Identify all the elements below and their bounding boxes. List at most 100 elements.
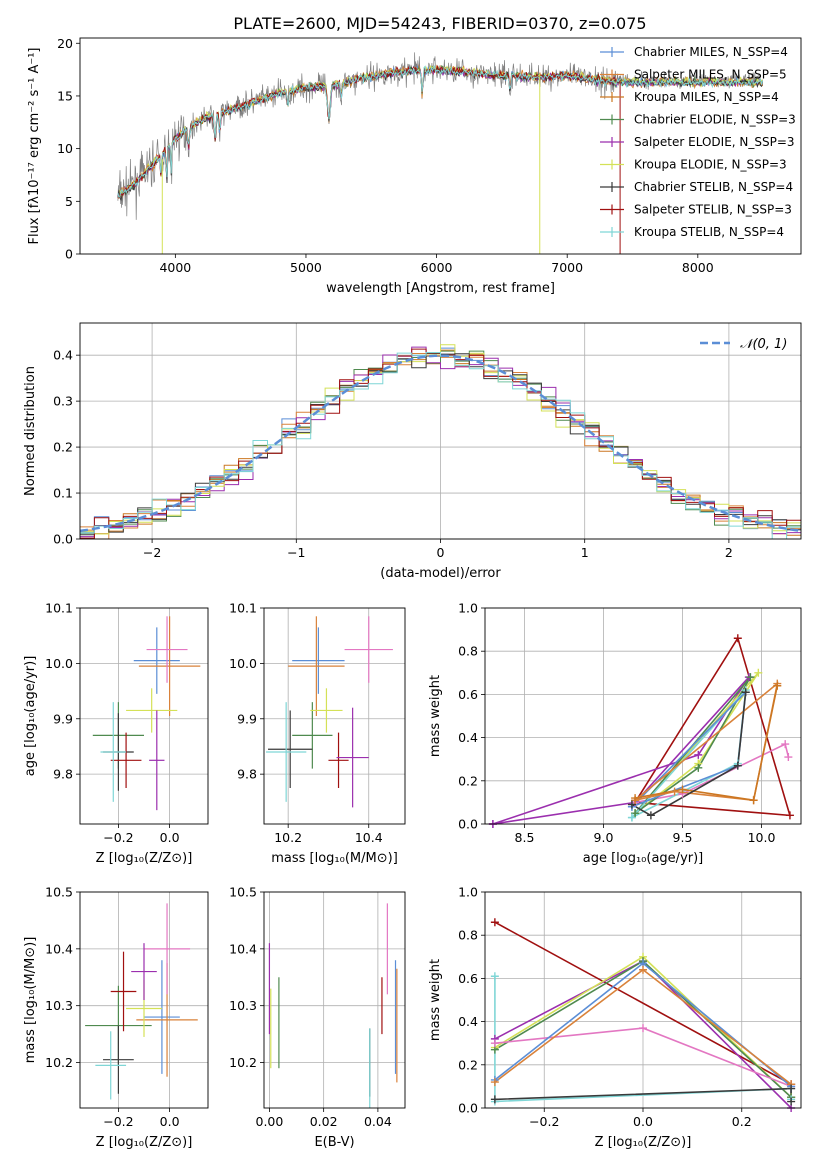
chart-panel-4: 10.2 10.4 9.8 9.9 10.0 10.1 mass [log₁₀(M/M⊙)] — [229, 601, 406, 866]
residual-histogram-9 — [80, 352, 801, 539]
x-tick-label: 6000 — [421, 260, 453, 275]
y-axis-label: mass weight — [428, 675, 443, 757]
legend-label: Kroupa MILES, N_SSP=4 — [634, 90, 779, 104]
weight-marker — [678, 785, 687, 794]
x-tick-label: 8000 — [682, 260, 714, 275]
chart-panel-6: −0.2 0.0 10.2 10.3 10.4 10.5 Z [log₁₀(Z/Z⊙)] ma… — [23, 885, 209, 1150]
x-axis-label: Z [log₁₀(Z/Z⊙)] — [96, 851, 193, 866]
weight-marker — [754, 668, 763, 677]
x-axis-label: (data-model)/error — [380, 566, 501, 581]
weight-marker — [781, 740, 790, 749]
x-tick-label: −0.2 — [103, 830, 133, 845]
weight-marker — [785, 811, 794, 820]
x-tick-label: 0 — [437, 545, 445, 560]
weight-marker — [646, 811, 655, 820]
y-tick-label: 10.4 — [229, 941, 257, 956]
model-spectrum-7 — [117, 66, 764, 201]
y-tick-label: 10.2 — [229, 1055, 257, 1070]
legend-label: Kroupa STELIB, N_SSP=4 — [634, 225, 784, 239]
y-axis-label: mass [log₁₀(M/M⊙)] — [23, 937, 38, 1064]
y-tick-label: 0.0 — [458, 1101, 478, 1116]
y-tick-label: 10.0 — [45, 656, 73, 671]
x-tick-label: 1 — [581, 545, 589, 560]
legend-label: 𝒩(0, 1) — [740, 337, 787, 352]
axes-frame — [79, 322, 802, 540]
x-tick-label: 2 — [725, 545, 733, 560]
legend-label: Chabrier ELODIE, N_SSP=3 — [634, 113, 796, 127]
y-tick-label: 5 — [65, 194, 73, 209]
figure-title: PLATE=2600, MJD=54243, FIBERID=0370, z=0… — [233, 14, 646, 33]
weight-marker — [490, 972, 499, 981]
x-axis-label: wavelength [Angstrom, rest frame] — [326, 281, 555, 296]
weight-marker — [670, 787, 679, 796]
chart-panel-7: 0.00 0.02 0.04 10.2 10.3 10.4 10.5 E(B-V) — [229, 885, 406, 1150]
y-tick-label: 0.3 — [53, 394, 73, 409]
chart-panel-2: −2 −1 0 1 2 0.0 0.1 0.2 0.3 0.4 (data-model)/error… — [23, 322, 802, 581]
x-tick-label: 10.4 — [355, 830, 383, 845]
x-tick-label: 5000 — [290, 260, 322, 275]
weight-marker — [787, 1084, 796, 1093]
x-tick-label: 0.00 — [256, 1114, 284, 1129]
legend-label: Salpeter ELODIE, N_SSP=3 — [634, 135, 795, 149]
residual-histogram-4 — [80, 350, 801, 534]
x-axis-label: mass [log₁₀(M/M⊙)] — [271, 851, 398, 866]
weight-marker — [631, 794, 640, 803]
weight-marker — [627, 813, 636, 822]
weight-marker — [694, 763, 703, 772]
model-spectrum-9 — [117, 65, 764, 199]
weight-marker — [733, 761, 742, 770]
y-tick-label: 0.0 — [53, 532, 73, 547]
plot-area — [85, 903, 198, 1100]
weight-marker — [490, 1039, 499, 1048]
weight-marker — [490, 1078, 499, 1087]
y-tick-label: 0.8 — [458, 928, 478, 943]
x-axis-label: Z [log₁₀(Z/Z⊙)] — [96, 1135, 193, 1150]
x-tick-label: 0.02 — [310, 1114, 338, 1129]
axes-frame — [79, 37, 802, 255]
x-axis-label: E(B-V) — [314, 1135, 354, 1150]
y-tick-label: 20 — [57, 36, 73, 51]
weight-marker — [631, 809, 640, 818]
y-tick-label: 10.5 — [229, 885, 257, 900]
weight-marker — [733, 634, 742, 643]
weight-line-9 — [634, 685, 779, 802]
weight-marker — [490, 1095, 499, 1104]
y-tick-label: 0.1 — [53, 486, 73, 501]
y-axis-label: Normed distribution — [23, 366, 38, 496]
y-tick-label: 0.6 — [458, 687, 478, 702]
x-tick-label: −1 — [287, 545, 305, 560]
weight-marker — [639, 1024, 647, 1033]
y-tick-label: 0.4 — [458, 1014, 478, 1029]
y-axis-label: mass weight — [428, 959, 443, 1041]
y-tick-label: 10.2 — [45, 1055, 73, 1070]
y-tick-label: 10.5 — [45, 885, 73, 900]
y-tick-label: 10 — [57, 141, 73, 156]
weight-marker — [741, 688, 750, 697]
x-tick-label: 0.2 — [732, 1114, 752, 1129]
y-tick-label: 9.8 — [237, 767, 257, 782]
y-tick-label: 9.9 — [53, 711, 73, 726]
y-tick-label: 9.8 — [53, 767, 73, 782]
x-tick-label: 9.0 — [594, 830, 614, 845]
weight-marker — [784, 753, 793, 762]
legend-label: Kroupa ELODIE, N_SSP=3 — [634, 158, 787, 172]
weight-marker — [639, 965, 647, 974]
y-tick-label: 10.3 — [229, 998, 257, 1013]
x-tick-label: −0.2 — [103, 1114, 133, 1129]
legend-label: Chabrier STELIB, N_SSP=4 — [634, 180, 793, 194]
y-tick-label: 0.2 — [458, 1057, 478, 1072]
x-tick-label: 7000 — [551, 260, 583, 275]
x-tick-label: 4000 — [159, 260, 191, 275]
legend-label: Salpeter STELIB, N_SSP=3 — [634, 203, 792, 217]
x-tick-label: 0.0 — [160, 830, 180, 845]
axes-frame — [484, 607, 802, 825]
y-tick-label: 0.4 — [458, 730, 478, 745]
residual-histogram-5 — [80, 346, 801, 538]
x-tick-label: 0.04 — [364, 1114, 392, 1129]
normal-curve — [80, 354, 799, 533]
weight-line-4 — [634, 672, 759, 814]
y-tick-label: 9.9 — [237, 711, 257, 726]
weight-marker — [787, 1097, 796, 1106]
plot-area — [92, 616, 201, 811]
